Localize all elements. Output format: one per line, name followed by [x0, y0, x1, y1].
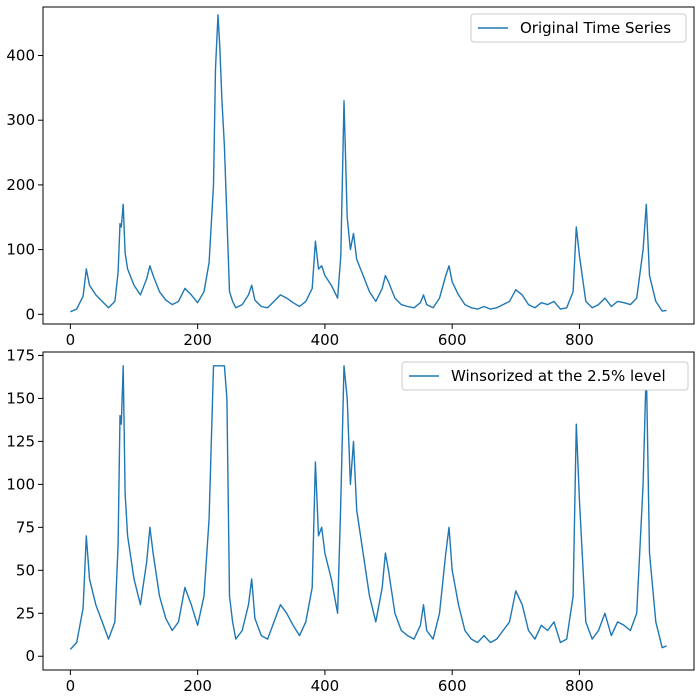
y-tick-label-winsorized: 0	[25, 647, 35, 665]
x-tick-label-winsorized: 800	[565, 677, 594, 695]
x-tick-label-winsorized: 0	[66, 677, 76, 695]
y-tick-label-winsorized: 25	[16, 604, 35, 622]
y-tick-label-winsorized: 125	[6, 432, 35, 450]
x-tick-label-original: 400	[311, 331, 340, 349]
y-tick-label-winsorized: 150	[6, 389, 35, 407]
y-tick-label-original: 400	[6, 47, 35, 65]
y-tick-label-winsorized: 100	[6, 475, 35, 493]
series-line-winsorized	[69, 365, 667, 650]
x-ticks-original: 0 200 400 600 800	[66, 324, 594, 349]
y-tick-label-winsorized: 175	[6, 346, 35, 364]
y-ticks-original: 0 100 200 300 400	[6, 47, 43, 323]
y-tick-label-original: 0	[25, 305, 35, 323]
y-tick-label-original: 200	[6, 176, 35, 194]
chart-original: 0 200 400 600 800 0 100 200 300 400 Original Tim…	[6, 6, 695, 349]
y-tick-label-winsorized: 50	[16, 561, 35, 579]
y-tick-label-winsorized: 75	[16, 518, 35, 536]
legend-label-original: Original Time Series	[520, 19, 671, 37]
legend-label-winsorized: Winsorized at the 2.5% level	[451, 367, 666, 385]
chart-winsorized: 0 200 400 600 800 0 25 50 75 100 125 150 175 Winsor…	[6, 346, 695, 695]
x-tick-label-winsorized: 400	[311, 677, 340, 695]
x-tick-label-winsorized: 600	[438, 677, 467, 695]
x-tick-label-original: 200	[183, 331, 212, 349]
series-line-original	[70, 14, 667, 313]
x-tick-label-original: 0	[66, 331, 76, 349]
legend-winsorized: Winsorized at the 2.5% level	[401, 361, 689, 391]
legend-box-winsorized	[401, 361, 689, 391]
x-tick-label-original: 800	[565, 331, 594, 349]
x-tick-label-winsorized: 200	[183, 677, 212, 695]
x-tick-label-original: 600	[438, 331, 467, 349]
y-tick-label-original: 100	[6, 241, 35, 259]
plot-frame-original	[42, 6, 695, 325]
x-ticks-winsorized: 0 200 400 600 800	[66, 670, 594, 695]
legend-original: Original Time Series	[470, 13, 687, 43]
legend-box-original	[470, 13, 687, 43]
plot-frame-winsorized	[42, 351, 695, 671]
y-tick-label-original: 300	[6, 111, 35, 129]
y-ticks-winsorized: 0 25 50 75 100 125 150 175	[6, 346, 43, 665]
